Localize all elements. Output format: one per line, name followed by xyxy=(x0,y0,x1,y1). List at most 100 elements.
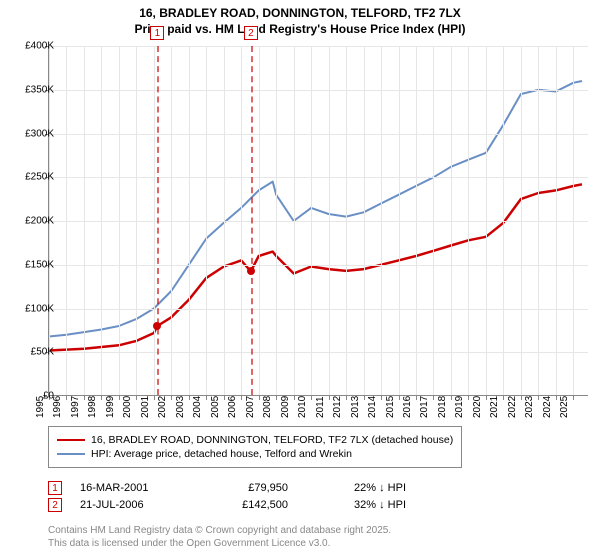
grid-horizontal xyxy=(49,134,588,135)
events-table: 1 16-MAR-2001 £79,950 22% ↓ HPI 2 21-JUL… xyxy=(48,478,406,515)
x-tick xyxy=(538,396,539,400)
grid-vertical xyxy=(66,46,67,395)
x-axis-label: 2024 xyxy=(542,396,553,418)
marker-dot-2 xyxy=(247,267,255,275)
legend-swatch-hpi xyxy=(57,453,85,455)
x-tick xyxy=(276,396,277,400)
event-marker-1: 1 xyxy=(48,481,62,495)
legend-row-property: 16, BRADLEY ROAD, DONNINGTON, TELFORD, T… xyxy=(57,434,453,446)
legend-swatch-property xyxy=(57,439,85,441)
legend-label-property: 16, BRADLEY ROAD, DONNINGTON, TELFORD, T… xyxy=(91,434,453,446)
y-axis-label: £200K xyxy=(25,216,54,227)
grid-vertical xyxy=(381,46,382,395)
event-date-2: 21-JUL-2006 xyxy=(80,499,190,511)
x-axis-label: 2000 xyxy=(122,396,133,418)
y-axis-label: £100K xyxy=(25,303,54,314)
x-axis-label: 2006 xyxy=(227,396,238,418)
x-tick xyxy=(399,396,400,400)
marker-flag-2: 2 xyxy=(244,26,258,40)
legend-box: 16, BRADLEY ROAD, DONNINGTON, TELFORD, T… xyxy=(48,426,462,468)
x-axis-label: 2025 xyxy=(559,396,570,418)
y-axis-label: £400K xyxy=(25,41,54,52)
grid-horizontal xyxy=(49,221,588,222)
grid-vertical xyxy=(538,46,539,395)
x-axis-label: 2003 xyxy=(175,396,186,418)
grid-vertical xyxy=(556,46,557,395)
event-row-1: 1 16-MAR-2001 £79,950 22% ↓ HPI xyxy=(48,481,406,495)
x-tick xyxy=(364,396,365,400)
x-tick xyxy=(556,396,557,400)
x-tick xyxy=(416,396,417,400)
event-price-1: £79,950 xyxy=(208,482,288,494)
grid-horizontal xyxy=(49,177,588,178)
x-tick xyxy=(381,396,382,400)
x-tick xyxy=(346,396,347,400)
marker-line-1 xyxy=(157,46,159,395)
x-tick xyxy=(311,396,312,400)
grid-vertical xyxy=(259,46,260,395)
event-row-2: 2 21-JUL-2006 £142,500 32% ↓ HPI xyxy=(48,498,406,512)
x-tick xyxy=(521,396,522,400)
grid-vertical xyxy=(294,46,295,395)
chart-plot-area: 1995199619971998199920002001200220032004… xyxy=(48,46,588,396)
grid-vertical xyxy=(171,46,172,395)
grid-vertical xyxy=(84,46,85,395)
series-line-hpi xyxy=(49,81,582,337)
grid-horizontal xyxy=(49,265,588,266)
grid-vertical xyxy=(206,46,207,395)
x-tick xyxy=(241,396,242,400)
grid-vertical xyxy=(101,46,102,395)
x-tick xyxy=(224,396,225,400)
grid-vertical xyxy=(503,46,504,395)
x-axis-label: 2005 xyxy=(210,396,221,418)
grid-vertical xyxy=(433,46,434,395)
x-tick xyxy=(136,396,137,400)
x-tick xyxy=(294,396,295,400)
y-axis-label: £250K xyxy=(25,172,54,183)
y-axis-label: £150K xyxy=(25,259,54,270)
grid-vertical xyxy=(224,46,225,395)
legend-row-hpi: HPI: Average price, detached house, Telf… xyxy=(57,448,453,460)
x-axis-label: 2015 xyxy=(384,396,395,418)
x-tick xyxy=(66,396,67,400)
grid-horizontal xyxy=(49,46,588,47)
marker-dot-1 xyxy=(153,322,161,330)
title-block: 16, BRADLEY ROAD, DONNINGTON, TELFORD, T… xyxy=(0,0,600,41)
x-axis-label: 2007 xyxy=(245,396,256,418)
x-axis-label: 2001 xyxy=(140,396,151,418)
x-axis-label: 1997 xyxy=(70,396,81,418)
grid-vertical xyxy=(276,46,277,395)
x-axis-label: 2019 xyxy=(454,396,465,418)
x-tick xyxy=(189,396,190,400)
x-axis-label: 2011 xyxy=(315,396,326,418)
x-axis-label: 2016 xyxy=(402,396,413,418)
marker-line-2 xyxy=(251,46,253,395)
x-axis-label: 2004 xyxy=(192,396,203,418)
grid-vertical xyxy=(311,46,312,395)
y-axis-label: £50K xyxy=(31,347,54,358)
x-tick xyxy=(259,396,260,400)
x-axis-label: 2023 xyxy=(524,396,535,418)
x-axis-label: 2022 xyxy=(507,396,518,418)
event-date-1: 16-MAR-2001 xyxy=(80,482,190,494)
x-axis-label: 1998 xyxy=(87,396,98,418)
x-tick xyxy=(119,396,120,400)
grid-vertical xyxy=(364,46,365,395)
grid-vertical xyxy=(154,46,155,395)
x-axis-label: 2020 xyxy=(472,396,483,418)
x-axis-label: 2012 xyxy=(332,396,343,418)
y-axis-label: £350K xyxy=(25,84,54,95)
x-axis-label: 2017 xyxy=(419,396,430,418)
x-tick xyxy=(433,396,434,400)
grid-horizontal xyxy=(49,90,588,91)
grid-vertical xyxy=(416,46,417,395)
x-axis-label: 2018 xyxy=(437,396,448,418)
marker-flag-1: 1 xyxy=(150,26,164,40)
event-price-2: £142,500 xyxy=(208,499,288,511)
grid-vertical xyxy=(189,46,190,395)
x-axis-label: 2008 xyxy=(262,396,273,418)
footer-line-1: Contains HM Land Registry data © Crown c… xyxy=(48,524,391,537)
x-tick xyxy=(503,396,504,400)
grid-vertical xyxy=(486,46,487,395)
title-line-2: Price paid vs. HM Land Registry's House … xyxy=(10,22,590,38)
